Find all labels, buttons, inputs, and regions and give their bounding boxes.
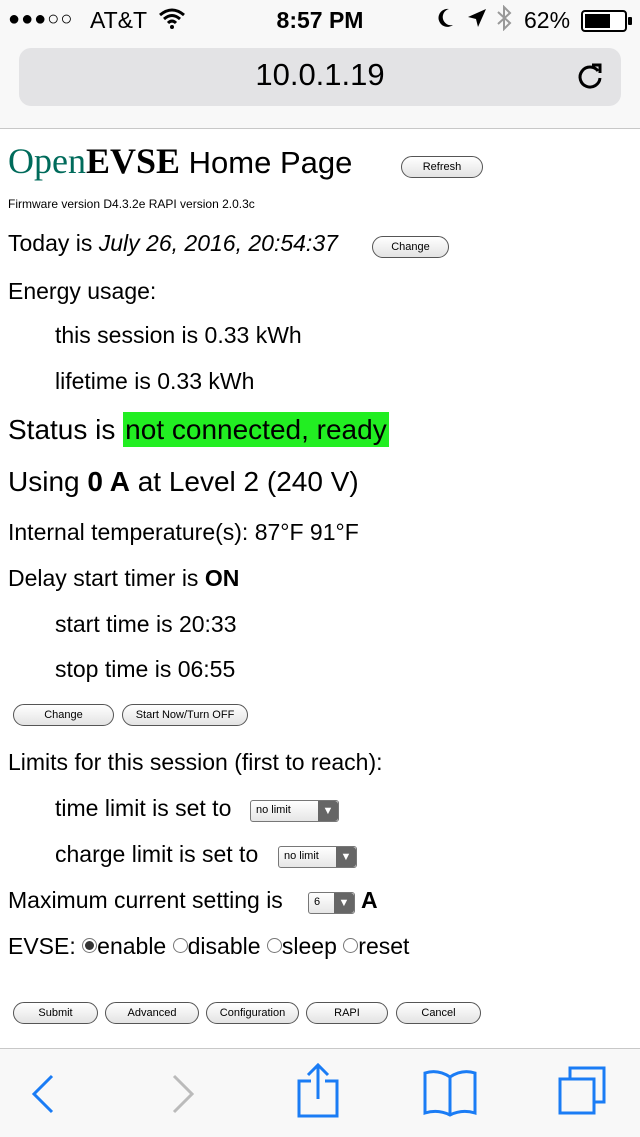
cancel-button[interactable]: Cancel <box>396 1002 481 1024</box>
tabs-icon[interactable] <box>556 1065 608 1122</box>
using-amps: 0 A <box>87 466 130 497</box>
chevron-down-icon: ▼ <box>318 801 338 821</box>
energy-heading: Energy usage: <box>8 278 157 304</box>
share-icon[interactable] <box>296 1062 340 1124</box>
using-prefix: Using <box>8 466 88 497</box>
stop-time: stop time is 06:55 <box>55 656 236 682</box>
battery-icon <box>581 10 633 38</box>
radio-sleep-label: sleep <box>281 933 337 959</box>
advanced-button[interactable]: Advanced <box>105 1002 199 1024</box>
wifi-icon <box>158 6 186 36</box>
time-limit-select[interactable]: no limit ▼ <box>250 800 339 822</box>
bluetooth-icon <box>496 4 512 37</box>
radio-disable-dot[interactable] <box>172 938 188 954</box>
charge-limit-value: no limit <box>284 850 319 862</box>
time-limit-label: time limit is set to <box>55 795 232 821</box>
using-line: Using 0 A at Level 2 (240 V) <box>8 466 359 498</box>
radio-enable-dot[interactable] <box>82 938 98 954</box>
status-bar: ●●●○○ AT&T 8:57 PM 62% <box>0 0 640 40</box>
today-prefix: Today is <box>8 230 99 256</box>
delay-line: Delay start timer is ON <box>8 565 239 592</box>
temperature-line: Internal temperature(s): 87°F 91°F <box>8 519 359 545</box>
moon-icon <box>436 6 456 36</box>
brand-evse: EVSE <box>85 141 181 181</box>
change-date-button[interactable]: Change <box>372 236 449 258</box>
signal-icon: ●●●○○ <box>8 8 74 30</box>
url-text: 10.0.1.19 <box>255 57 385 92</box>
status-line: Status is not connected, ready <box>8 412 389 447</box>
submit-button[interactable]: Submit <box>13 1002 98 1024</box>
browser-chrome: ●●●○○ AT&T 8:57 PM 62% 10.0.1.19 <box>0 0 640 129</box>
start-now-button[interactable]: Start Now/Turn OFF <box>122 704 248 726</box>
chevron-down-icon: ▼ <box>334 893 354 913</box>
evse-label: EVSE: <box>8 933 76 959</box>
firmware-version: Firmware version D4.3.2e RAPI version 2.… <box>8 197 255 211</box>
chevron-down-icon: ▼ <box>336 847 356 867</box>
limits-heading: Limits for this session (first to reach)… <box>8 749 383 775</box>
radio-disable-label: disable <box>187 933 261 959</box>
reload-icon[interactable] <box>575 62 605 97</box>
using-suffix: at Level 2 (240 V) <box>129 466 359 497</box>
forward-icon[interactable] <box>168 1073 198 1120</box>
evse-mode-row: EVSE: enable disable sleep reset <box>8 933 409 960</box>
rapi-button[interactable]: RAPI <box>306 1002 388 1024</box>
back-icon[interactable] <box>28 1073 58 1120</box>
today-value: July 26, 2016, 20:54:37 <box>98 230 338 256</box>
max-current-select[interactable]: 6 ▼ <box>308 892 355 914</box>
clock-time: 8:57 PM <box>276 7 364 33</box>
delay-value: ON <box>204 565 240 591</box>
carrier-label: AT&T <box>90 7 148 33</box>
max-current-value: 6 <box>314 896 321 908</box>
radio-sleep-dot[interactable] <box>266 938 282 954</box>
radio-reset-label: reset <box>358 933 410 959</box>
brand-open: Open <box>8 141 86 181</box>
radio-disable[interactable]: disable <box>172 933 261 959</box>
location-icon <box>466 7 488 35</box>
change-timer-button[interactable]: Change <box>13 704 114 726</box>
status-badge: not connected, ready <box>123 412 389 447</box>
radio-reset-dot[interactable] <box>343 938 359 954</box>
radio-sleep[interactable]: sleep <box>266 933 337 959</box>
start-time: start time is 20:33 <box>55 611 237 637</box>
energy-lifetime: lifetime is 0.33 kWh <box>55 368 255 394</box>
battery-percent: 62% <box>524 7 571 33</box>
delay-prefix: Delay start timer is <box>8 565 205 591</box>
charge-limit-label: charge limit is set to <box>55 841 259 867</box>
radio-enable[interactable]: enable <box>82 933 166 959</box>
radio-enable-label: enable <box>97 933 167 959</box>
charge-limit-select[interactable]: no limit ▼ <box>278 846 357 868</box>
url-bar[interactable]: 10.0.1.19 <box>19 48 621 106</box>
title-rest: Home Page <box>180 145 353 180</box>
refresh-button[interactable]: Refresh <box>401 156 483 178</box>
configuration-button[interactable]: Configuration <box>206 1002 299 1024</box>
status-prefix: Status is <box>8 414 124 445</box>
bookmarks-icon[interactable] <box>422 1067 478 1122</box>
max-current-unit: A <box>361 887 378 913</box>
energy-session: this session is 0.33 kWh <box>55 322 302 348</box>
page-title: OpenEVSE Home Page <box>8 140 352 182</box>
today-line: Today is July 26, 2016, 20:54:37 <box>8 230 338 257</box>
radio-reset[interactable]: reset <box>343 933 409 959</box>
time-limit-value: no limit <box>256 804 291 816</box>
browser-toolbar <box>0 1048 640 1137</box>
max-current-label: Maximum current setting is <box>8 887 283 913</box>
